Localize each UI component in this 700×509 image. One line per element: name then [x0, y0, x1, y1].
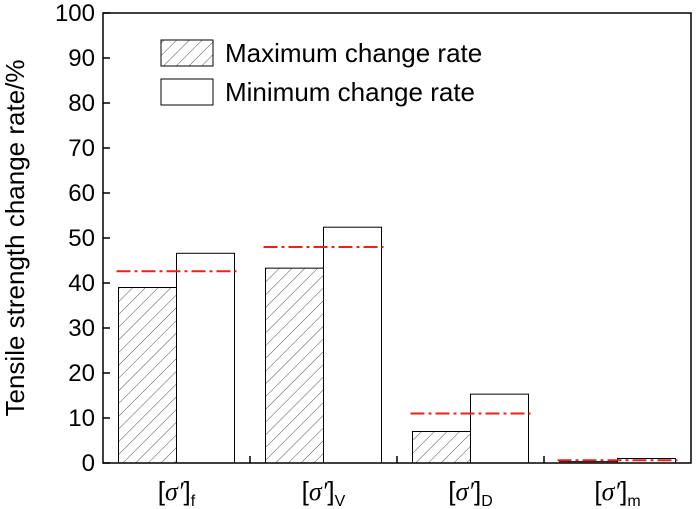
x-tick-label: [σ′]V — [302, 476, 346, 509]
y-tick-label: 20 — [68, 360, 95, 387]
x-tick-label: [σ′]f — [158, 476, 196, 509]
plot-frame — [102, 12, 692, 464]
legend-label-maximum: Maximum change rate — [225, 38, 482, 68]
x-axis-labels: [σ′]f [σ′]V [σ′]D [σ′]m — [158, 456, 641, 509]
bar-minimum-change-rate — [323, 226, 382, 464]
y-tick-label: 10 — [68, 405, 95, 432]
reference-lines — [116, 246, 678, 462]
y-axis-ticks: 0 10 20 30 40 50 60 70 80 90 100 — [55, 0, 110, 477]
legend: Maximum change rate Minimum change rate — [160, 38, 482, 107]
legend-swatch-minimum — [160, 78, 214, 106]
bars — [118, 226, 676, 464]
bar-minimum-change-rate — [176, 252, 235, 464]
y-tick-label: 30 — [68, 315, 95, 342]
y-tick-label: 50 — [68, 225, 95, 252]
y-tick-label: 0 — [82, 450, 95, 477]
bar-maximum-change-rate — [265, 267, 324, 464]
y-tick-label: 80 — [68, 90, 95, 117]
legend-swatch-maximum — [160, 39, 214, 67]
x-tick-label: [σ′]D — [448, 476, 493, 509]
bar-maximum-change-rate — [412, 431, 471, 464]
bar-minimum-change-rate — [470, 393, 529, 464]
y-tick-label: 60 — [68, 180, 95, 207]
y-axis-title: Tensile strength change rate/% — [0, 60, 30, 417]
legend-label-minimum: Minimum change rate — [225, 77, 475, 107]
bar-maximum-change-rate — [118, 287, 177, 464]
y-tick-label: 100 — [55, 0, 95, 27]
y-tick-label: 70 — [68, 135, 95, 162]
x-tick-label: [σ′]m — [594, 476, 640, 509]
y-tick-label: 40 — [68, 270, 95, 297]
y-tick-label: 90 — [68, 45, 95, 72]
